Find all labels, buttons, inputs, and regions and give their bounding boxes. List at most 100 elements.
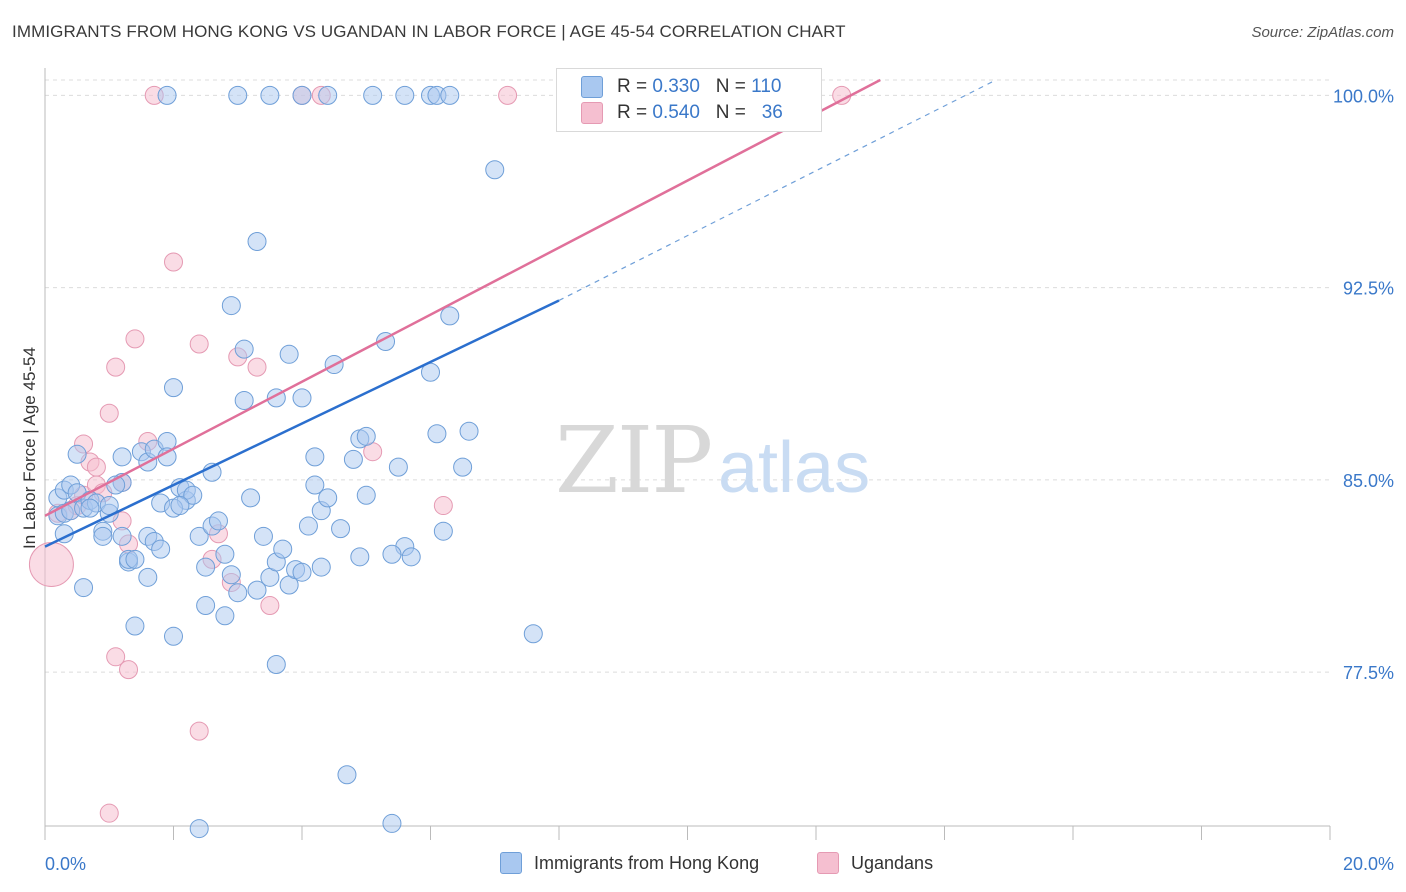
hong-kong-legend-swatch xyxy=(500,852,522,874)
hong-kong-point xyxy=(453,457,473,477)
hong-kong-point xyxy=(221,296,241,316)
hong-kong-point xyxy=(311,557,331,577)
hong-kong-point xyxy=(318,85,338,105)
hong-kong-point xyxy=(292,388,312,408)
hong-kong-point xyxy=(125,616,145,636)
y-tick-label: 77.5% xyxy=(1343,663,1394,683)
ugandans-point xyxy=(189,334,209,354)
hong-kong-point xyxy=(74,578,94,598)
hong-kong-point xyxy=(523,624,543,644)
hong-kong-point xyxy=(112,526,132,546)
y-axis-label: In Labor Force | Age 45-54 xyxy=(20,347,39,549)
hong-kong-point xyxy=(208,511,228,531)
hong-kong-point xyxy=(241,488,261,508)
watermark-atlas: atlas xyxy=(718,428,870,508)
hong-kong-point xyxy=(343,449,363,469)
hong-kong-point xyxy=(427,424,447,444)
hong-kong-point xyxy=(67,444,87,464)
y-tick-label: 100.0% xyxy=(1333,86,1394,106)
ugandans-legend-swatch xyxy=(817,852,839,874)
hong-kong-point xyxy=(433,521,453,541)
hong-kong-point xyxy=(485,160,505,180)
hong-kong-point xyxy=(305,475,325,495)
hong-kong-point xyxy=(363,85,383,105)
hong-kong-point xyxy=(298,516,318,536)
hong-kong-point xyxy=(183,485,203,505)
hong-kong-point xyxy=(279,344,299,364)
n-label: N = xyxy=(715,76,746,97)
trend-lines xyxy=(44,78,997,548)
hong-kong-points xyxy=(48,85,543,839)
hong-kong-point xyxy=(228,85,248,105)
hong-kong-point xyxy=(157,85,177,105)
hong-kong-point xyxy=(112,447,132,467)
ugandans-swatch xyxy=(581,102,603,124)
legend-item-ugandans[interactable]: Ugandans xyxy=(817,852,933,874)
hong-kong-point xyxy=(305,447,325,467)
hong-kong-point xyxy=(260,85,280,105)
hong-kong-point xyxy=(247,580,267,600)
hong-kong-swatch xyxy=(581,76,603,98)
ugandans-point xyxy=(119,660,139,680)
hong-kong-point xyxy=(440,85,460,105)
ugandans-point xyxy=(106,647,126,667)
hong-kong-point xyxy=(395,85,415,105)
hong-kong-point xyxy=(189,819,209,839)
hong-kong-point xyxy=(196,596,216,616)
r-label: R = xyxy=(617,76,648,97)
ugandans-point xyxy=(164,252,183,272)
legend-label: Immigrants from Hong Kong xyxy=(534,852,760,873)
r-value: 0.330 xyxy=(652,76,700,97)
stats-row-hong-kong: R = 0.330 N = 110 xyxy=(581,75,781,99)
hong-kong-point xyxy=(189,526,209,546)
hong-kong-point xyxy=(388,457,408,477)
hong-kong-point xyxy=(292,562,312,582)
hong-kong-point xyxy=(273,539,293,559)
hong-kong-point xyxy=(382,544,402,564)
hong-kong-point xyxy=(170,496,190,516)
ugandans-point xyxy=(99,403,119,423)
y-tick-label: 92.5% xyxy=(1343,279,1394,299)
hong-kong-point xyxy=(350,547,370,567)
hong-kong-point xyxy=(337,765,357,785)
ugandans-trend-line xyxy=(44,78,881,517)
hong-kong-point xyxy=(440,306,460,326)
hong-kong-point xyxy=(318,488,338,508)
hong-kong-point xyxy=(331,519,351,539)
axis-ticks: 77.5% 85.0% 92.5% 100.0% 0.0% 20.0% xyxy=(44,86,1394,874)
stats-legend: R = 0.330 N = 110 R = 0.540 N = 36 xyxy=(556,68,822,132)
ugandans-point xyxy=(189,721,209,741)
ugandans-point xyxy=(125,329,145,349)
hong-kong-point xyxy=(196,557,216,577)
hong-kong-point xyxy=(215,544,235,564)
source-label: Source: ZipAtlas.com xyxy=(1251,24,1394,41)
r-value: 0.540 xyxy=(652,102,700,123)
hong-kong-point xyxy=(215,606,235,626)
watermark-zip: ZIP xyxy=(555,407,711,514)
hong-kong-trend-extension xyxy=(558,79,997,302)
hong-kong-point xyxy=(164,378,183,398)
bottom-legend: Immigrants from Hong Kong Ugandans xyxy=(0,850,1406,880)
hong-kong-point xyxy=(221,565,241,585)
hong-kong-trend-line xyxy=(44,299,560,548)
hong-kong-point xyxy=(459,421,479,441)
ugandans-point xyxy=(498,85,518,105)
hong-kong-point xyxy=(253,526,273,546)
hong-kong-point xyxy=(125,549,145,569)
ugandans-point xyxy=(832,85,852,105)
ugandans-point xyxy=(247,357,267,377)
ugandans-point xyxy=(106,357,126,377)
hong-kong-point xyxy=(247,232,267,252)
ugandans-point xyxy=(99,803,119,823)
hong-kong-point xyxy=(266,654,286,674)
hong-kong-point xyxy=(151,539,171,559)
hong-kong-point xyxy=(401,547,421,567)
ugandans-point xyxy=(86,457,106,477)
hong-kong-point xyxy=(228,583,248,603)
hong-kong-point xyxy=(356,485,376,505)
legend-item-hong-kong[interactable]: Immigrants from Hong Kong xyxy=(500,852,759,874)
hong-kong-point xyxy=(80,498,100,518)
ugandans-point xyxy=(433,496,453,516)
x-tick-label: 0.0% xyxy=(45,854,86,874)
